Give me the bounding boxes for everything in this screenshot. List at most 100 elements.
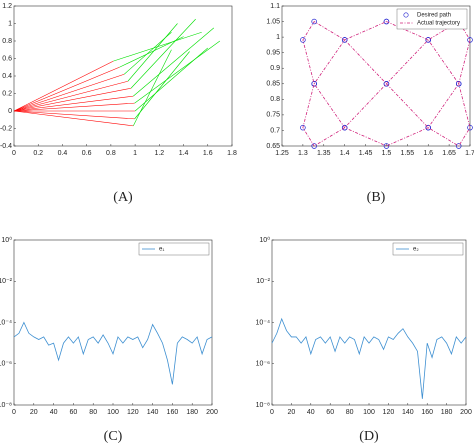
x-tick-label: 140 [147,409,159,416]
path-point [425,124,431,131]
x-tick-label: 1.4 [179,150,189,157]
y-tick-label: 1.1 [270,3,280,10]
x-tick-label: 100 [107,409,119,416]
y-tick-label: 0.7 [270,127,280,134]
y-tick-label: 0.6 [2,55,12,62]
legend-label: Actual trajectory [417,21,460,27]
legend-label: e₂ [413,247,419,253]
x-tick-label: 60 [70,409,78,416]
legend-box [392,242,464,256]
x-tick-label: 1.5 [382,150,392,157]
y-tick-label: 10⁻⁶ [256,361,270,368]
path-point [383,143,390,149]
plot-area [13,239,213,406]
y-tick-label: 0.8 [2,38,12,45]
path-point [455,143,462,149]
x-tick-label: 1.65 [442,150,456,157]
y-tick-label: 0 [8,108,12,115]
x-tick-label: 1.35 [317,150,331,157]
x-tick-label: 1.25 [275,150,289,157]
x-tick-label: 200 [206,409,218,416]
x-tick-label: 180 [441,409,453,416]
link-1 [13,87,132,112]
x-tick-label: 1.3 [298,150,308,157]
y-tick-label: 10⁻⁴ [256,319,271,326]
y-tick-label: 0.65 [266,143,280,150]
y-tick-label: 0.2 [2,90,12,97]
link-1 [13,60,114,112]
x-tick-label: 140 [402,409,414,416]
y-tick-label: -0.4 [0,143,12,150]
y-tick-label: 10⁰ [259,236,270,244]
y-tick-label: 0.8 [270,96,280,103]
x-tick-label: 180 [186,409,198,416]
x-tick-label: 120 [127,409,139,416]
link-1 [13,95,134,112]
path-point [341,124,348,131]
y-tick-label: 10⁻⁶ [0,361,12,368]
path-point [383,81,390,87]
x-tick-label: 0.6 [82,150,92,157]
x-tick-label: 0 [12,150,16,157]
x-tick-label: 80 [346,409,354,416]
path-point [383,18,390,25]
y-tick-label: 0.75 [266,112,280,119]
x-tick-label: 1.6 [423,150,433,157]
link-2 [113,31,202,62]
path-point [467,37,473,43]
y-tick-label: 0.95 [266,50,280,57]
link-1 [13,66,120,112]
legend-label: Desired path [417,13,451,19]
caption: (C) [104,429,123,444]
x-tick-label: 20 [288,409,296,416]
path-point [311,143,317,149]
path-point [300,37,306,43]
y-tick-label: 10⁻⁸ [0,402,12,409]
y-tick-label: 10⁻⁸ [256,402,270,409]
link-1 [13,80,128,112]
y-tick-label: 10⁻² [256,278,270,285]
x-tick-label: 40 [50,409,58,416]
link-1 [13,102,135,112]
x-tick-label: 200 [460,409,472,416]
y-tick-label: 1 [276,34,280,41]
link-2 [124,32,172,75]
legend-label: e₁ [159,247,164,253]
link-2 [133,27,215,97]
y-tick-label: 10⁻² [0,278,13,285]
path-point [311,81,317,87]
plot-area [281,5,471,147]
y-tick-label: 10⁰ [1,236,12,244]
x-tick-label: 0 [12,409,16,416]
x-tick-label: 1.6 [203,150,213,157]
y-tick-label: -0.2 [0,125,12,132]
x-tick-label: 1.55 [401,150,415,157]
x-tick-label: 1.2 [154,150,164,157]
legend-box [396,8,468,30]
y-tick-label: 1.05 [266,18,280,25]
x-tick-label: 1.7 [465,150,474,157]
x-tick-label: 160 [421,409,433,416]
x-tick-label: 40 [307,409,315,416]
caption: (B) [367,190,386,205]
x-tick-label: 1.4 [340,150,350,157]
x-tick-label: 0.8 [106,150,116,157]
plot-area [13,5,233,147]
x-tick-label: 20 [30,409,38,416]
link-2 [127,23,178,82]
y-tick-label: 0.85 [266,81,280,88]
link-1 [13,110,135,120]
error-line [271,317,467,399]
x-tick-label: 0.2 [33,150,43,157]
path-point [455,81,462,87]
x-tick-label: 1.8 [227,150,237,157]
y-tick-label: 1.2 [2,3,12,10]
link-1 [13,110,134,127]
link-2 [130,18,196,89]
y-tick-label: 0.4 [2,73,12,80]
link-2 [134,40,221,104]
x-tick-label: 60 [326,409,334,416]
error-line [13,321,213,385]
path-point [425,37,431,43]
